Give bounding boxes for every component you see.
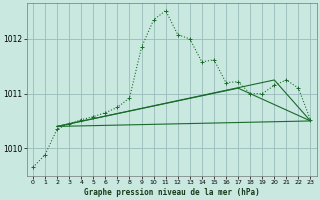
- X-axis label: Graphe pression niveau de la mer (hPa): Graphe pression niveau de la mer (hPa): [84, 188, 260, 197]
